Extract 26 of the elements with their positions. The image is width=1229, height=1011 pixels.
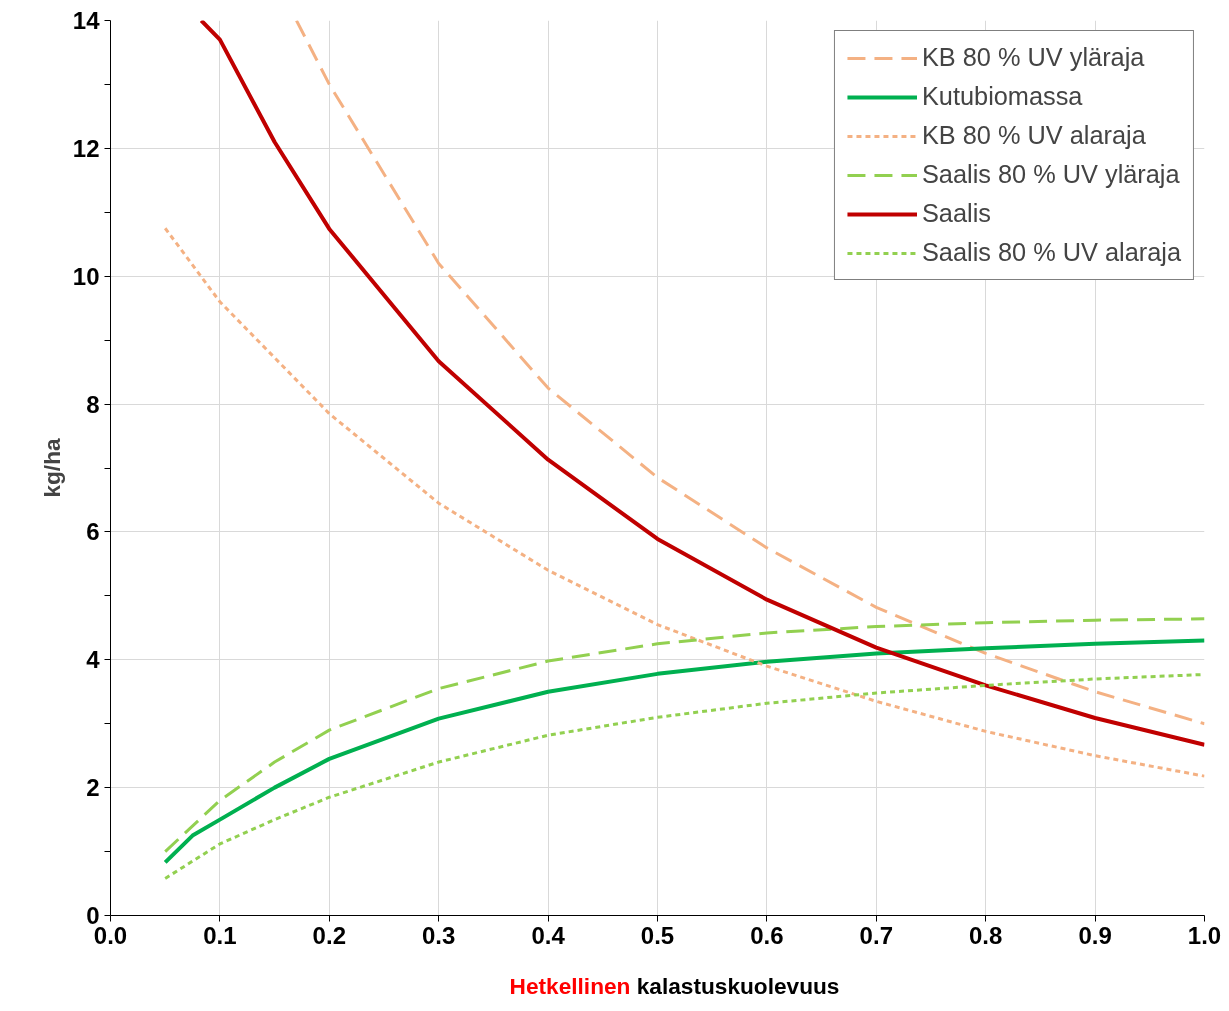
y-tick-label: 14	[72, 7, 101, 34]
x-tick-label: 0.4	[531, 921, 566, 949]
y-tick-label: 8	[86, 390, 100, 418]
y-tick-label: 6	[86, 518, 100, 546]
x-tick-label: 0.8	[969, 921, 1003, 949]
legend-label: Kutubiomassa	[921, 82, 1083, 111]
legend-label: Saalis	[921, 199, 991, 228]
y-tick-label: 2	[86, 774, 100, 802]
line-series	[163, 226, 1205, 778]
legend-label: Saalis 80 % UV yläraja	[921, 160, 1180, 189]
x-tick-label: 0.6	[750, 921, 784, 949]
x-tick-label: 0.5	[640, 921, 675, 949]
x-tick-label: 0.1	[203, 921, 237, 949]
x-tick-label: 0.9	[1078, 921, 1112, 949]
y-tick-label: 4	[86, 646, 101, 674]
x-tick-label: 0.7	[859, 921, 893, 949]
y-tick-label: 10	[72, 262, 100, 290]
legend-label: Saalis 80 % UV alaraja	[921, 238, 1181, 267]
legend-label: KB 80 % UV alaraja	[921, 121, 1146, 150]
x-tick-label: 1.0	[1187, 921, 1222, 949]
y-tick-label: 12	[72, 134, 100, 162]
x-tick-label: 0.2	[312, 921, 346, 949]
legend-label: KB 80 % UV yläraja	[921, 43, 1145, 72]
y-axis-title: kg/ha	[38, 438, 65, 498]
x-axis-title: Hetkellinen kalastuskuolevuus	[508, 972, 841, 1001]
x-tick-label: 0.3	[422, 921, 456, 949]
